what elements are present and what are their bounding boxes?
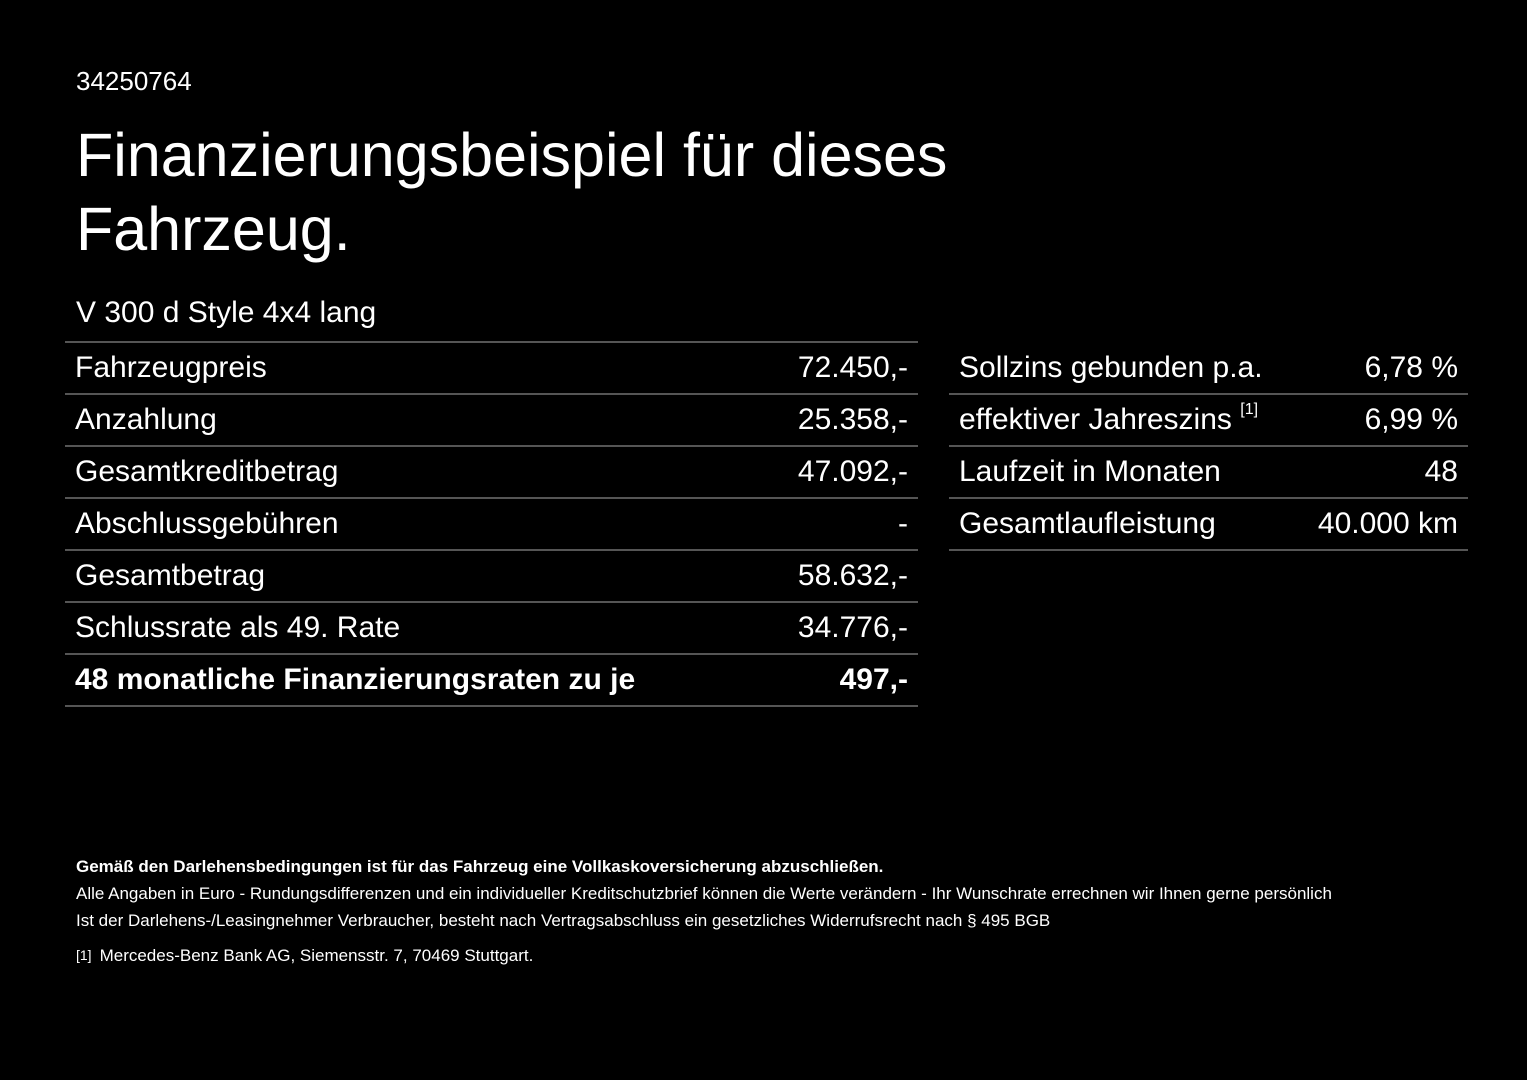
financing-table: Fahrzeugpreis 72.450,- Anzahlung 25.358,- … <box>65 341 918 707</box>
row-value: 25.358,- <box>761 394 918 447</box>
disclaimer-line: Ist der Darlehens-/Leasingnehmer Verbrau… <box>76 911 1051 930</box>
row-label: Sollzins gebunden p.a. <box>949 343 1297 395</box>
footnote: [1] Mercedes-Benz Bank AG, Siemensstr. 7,… <box>76 942 1332 969</box>
row-label: effektiver Jahreszins [1] <box>949 394 1297 447</box>
row-label-text: effektiver Jahreszins <box>959 403 1232 436</box>
row-value: 6,78 % <box>1296 343 1468 395</box>
interest-table: Sollzins gebunden p.a. 6,78 % effektiver … <box>949 343 1468 551</box>
table-row: Laufzeit in Monaten 48 <box>949 446 1468 499</box>
table-row: Fahrzeugpreis 72.450,- <box>65 342 918 395</box>
row-label: Schlussrate als 49. Rate <box>65 602 762 655</box>
disclaimer-line: Alle Angaben in Euro - Rundungsdifferenz… <box>76 884 1332 903</box>
row-label: Gesamtbetrag <box>65 550 762 603</box>
row-label: Abschlussgebühren <box>65 498 762 551</box>
row-value: 34.776,- <box>761 602 918 655</box>
insurance-note: Gemäß den Darlehensbedingungen ist für d… <box>76 857 884 876</box>
row-value: 58.632,- <box>761 550 918 603</box>
table-row: Anzahlung 25.358,- <box>65 394 918 447</box>
monthly-rate-row: 48 monatliche Finanzierungsraten zu je 49… <box>65 654 918 707</box>
footnote-marker: [1] <box>76 947 92 963</box>
footnote-ref: [1] <box>1240 401 1259 418</box>
row-label: Laufzeit in Monaten <box>949 446 1297 499</box>
table-row: effektiver Jahreszins [1] 6,99 % <box>949 394 1468 447</box>
table-row: Gesamtbetrag 58.632,- <box>65 550 918 603</box>
model-name: V 300 d Style 4x4 lang <box>76 296 377 329</box>
table-row: Sollzins gebunden p.a. 6,78 % <box>949 343 1468 395</box>
row-label: Fahrzeugpreis <box>65 342 762 395</box>
vehicle-id: 34250764 <box>76 66 192 96</box>
row-value: 6,99 % <box>1296 394 1468 447</box>
page-title: Finanzierungsbeispiel für dieses Fahrzeu… <box>76 121 948 263</box>
row-value: 72.450,- <box>761 342 918 395</box>
row-value: 48 <box>1296 446 1468 499</box>
row-label: Anzahlung <box>65 394 762 447</box>
footnote-text: Mercedes-Benz Bank AG, Siemensstr. 7, 70… <box>99 946 534 965</box>
table-row: Abschlussgebühren - <box>65 498 918 551</box>
row-value: - <box>761 498 918 551</box>
row-label: Gesamtlaufleistung <box>949 498 1297 551</box>
row-label: 48 monatliche Finanzierungsraten zu je <box>65 654 762 707</box>
table-row: Gesamtkreditbetrag 47.092,- <box>65 446 918 499</box>
table-row: Gesamtlaufleistung 40.000 km <box>949 498 1468 551</box>
footer-notes: Gemäß den Darlehensbedingungen ist für d… <box>76 853 1332 969</box>
table-row: Schlussrate als 49. Rate 34.776,- <box>65 602 918 655</box>
row-value: 497,- <box>761 654 918 707</box>
row-value: 47.092,- <box>761 446 918 499</box>
row-label: Gesamtkreditbetrag <box>65 446 762 499</box>
row-value: 40.000 km <box>1296 498 1468 551</box>
